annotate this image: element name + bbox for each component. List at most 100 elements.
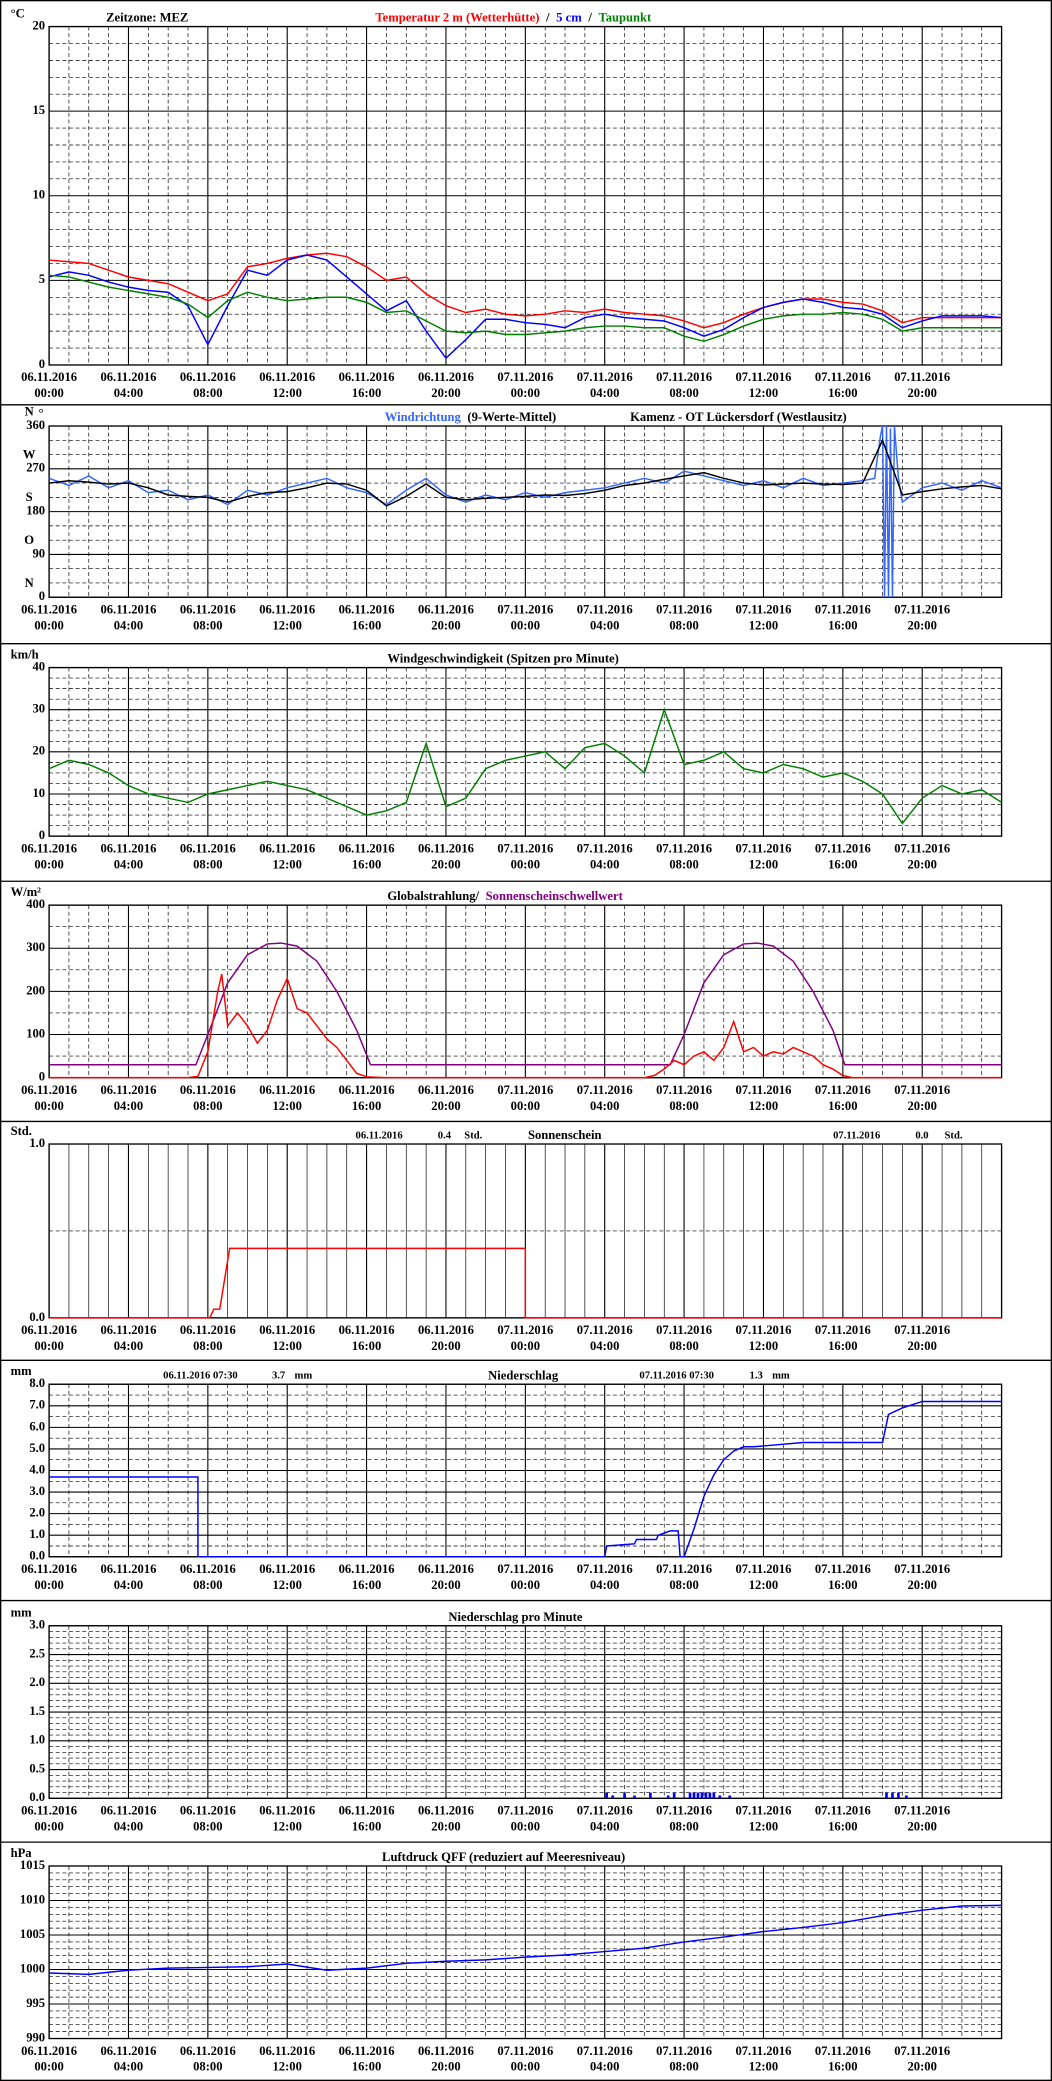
y-tick-label: 8.0: [29, 1376, 45, 1390]
compass-label: N: [25, 576, 34, 590]
x-tick-label: 06.11.2016 20:00: [418, 2044, 474, 2074]
x-tick-label: 07.11.2016 12:00: [735, 2044, 791, 2074]
x-tick-label: 06.11.2016 12:00: [259, 370, 315, 400]
x-tick-label: 07.11.2016 04:00: [577, 1083, 633, 1113]
title-part: Windgeschwindigkeit (Spitzen pro Minute): [387, 651, 618, 665]
y-tick-label: 2.0: [29, 1506, 45, 1520]
x-tick-label: 07.11.2016 04:00: [577, 1803, 633, 1833]
bar: [704, 1792, 708, 1799]
y-tick-label: 990: [26, 2030, 45, 2044]
compass-label: W: [23, 447, 36, 461]
x-tick-label: 07.11.2016 08:00: [656, 1562, 712, 1592]
y-tick-label: 1015: [20, 1858, 45, 1872]
x-tick-label: 06.11.2016 16:00: [339, 1803, 395, 1833]
x-tick-label: 06.11.2016 16:00: [339, 841, 395, 871]
x-tick-label: 06.11.2016 00:00: [21, 1803, 77, 1833]
y-tick-label: 5: [39, 272, 45, 286]
chart-title: Niederschlag pro Minute: [448, 1610, 582, 1624]
x-tick-label: 06.11.2016 20:00: [418, 1562, 474, 1592]
data-line: [49, 252, 1002, 329]
x-tick-label: 07.11.2016 16:00: [815, 602, 871, 632]
plot-frame: [48, 1625, 1003, 1799]
y-tick-label: 3.0: [29, 1618, 45, 1632]
data-line: [49, 1904, 1002, 1976]
bar: [700, 1792, 704, 1799]
data-line: [48, 707, 1002, 825]
x-tick-label: 06.11.2016 16:00: [339, 1323, 395, 1353]
y-tick-label: 3.0: [29, 1484, 45, 1498]
unit-label: mm: [11, 1364, 32, 1378]
x-tick-label: 07.11.2016 00:00: [497, 2044, 553, 2074]
annotation: 0.4: [438, 1130, 452, 1141]
chart-title: Niederschlag: [488, 1368, 559, 1382]
x-tick-label: 07.11.2016 08:00: [656, 841, 712, 871]
bar: [728, 1795, 732, 1799]
y-tick-label: 360: [26, 418, 45, 432]
chart-title: Luftdruck QFF (reduziert auf Meeresnivea…: [382, 1850, 625, 1864]
x-tick-label: 06.11.2016 08:00: [180, 370, 236, 400]
bar: [905, 1795, 908, 1799]
x-tick-label: 07.11.2016 20:00: [894, 841, 950, 871]
title-part: /: [545, 10, 550, 24]
x-tick-label: 07.11.2016 04:00: [577, 2044, 633, 2074]
title-part: /: [587, 10, 592, 24]
bar: [633, 1795, 636, 1799]
y-tick-label: 0.0: [29, 1549, 45, 1563]
y-tick-label: 0: [39, 589, 45, 603]
x-tick-label: 07.11.2016 20:00: [894, 2044, 950, 2074]
y-tick-label: 1010: [20, 1892, 45, 1906]
x-tick-label: 07.11.2016 00:00: [497, 1083, 553, 1113]
x-tick-label: 06.11.2016 20:00: [418, 841, 474, 871]
x-tick-label: 07.11.2016 08:00: [656, 1803, 712, 1833]
x-tick-label: 07.11.2016 04:00: [577, 1323, 633, 1353]
y-tick-label: 0.0: [29, 1790, 45, 1804]
y-tick-label: 1.0: [29, 1136, 45, 1150]
data-line: [49, 973, 1002, 1079]
x-tick-label: 07.11.2016 16:00: [815, 1323, 871, 1353]
x-tick-label: 06.11.2016 08:00: [180, 1323, 236, 1353]
y-tick-label: 0: [39, 1070, 45, 1084]
x-tick-label: 07.11.2016 00:00: [497, 370, 553, 400]
chart-title: Temperatur 2 m (Wetterhütte) / 5 cm / Taupun…: [375, 10, 652, 24]
x-tick-label: 06.11.2016 08:00: [180, 2044, 236, 2074]
title-part: Niederschlag pro Minute: [448, 1610, 582, 1624]
x-tick-label: 07.11.2016 16:00: [815, 1562, 871, 1592]
x-tick-label: 07.11.2016 12:00: [735, 370, 791, 400]
chart-panel: 0 10 20 30 40 06.11.2016 00:00 06.11.2016 04:00 0…: [11, 648, 1003, 871]
compass-label: S: [26, 490, 33, 504]
x-tick-label: 07.11.2016 16:00: [815, 841, 871, 871]
chart-panel: 0.0 0.5 1.0 1.5 2.0 2.5 3.0 06.11.2016 00:00 06.1…: [11, 1606, 1003, 1833]
x-tick-label: 06.11.2016 08:00: [180, 1083, 236, 1113]
title-part: Niederschlag: [488, 1368, 559, 1382]
x-tick-label: 07.11.2016 20:00: [894, 370, 950, 400]
annotation: 06.11.2016 07:30: [163, 1371, 238, 1382]
x-tick-label: 06.11.2016 00:00: [21, 1323, 77, 1353]
x-tick-label: 07.11.2016 20:00: [894, 1803, 950, 1833]
x-tick-label: 07.11.2016 00:00: [497, 602, 553, 632]
bar: [891, 1792, 894, 1799]
y-tick-label: 180: [26, 504, 45, 518]
y-tick-label: 270: [26, 461, 45, 475]
data-line: [49, 1247, 1002, 1319]
y-tick-label: 30: [33, 702, 46, 716]
chart-panel: 0.0 1.0 2.0 3.0 4.0 5.0 6.0 7.0 8.0 06.11.2016 00:…: [11, 1364, 1003, 1592]
y-tick-label: 300: [26, 940, 45, 954]
data-line: [49, 274, 1002, 343]
y-tick-label: 10: [33, 188, 46, 202]
annotation: 3.7: [272, 1371, 286, 1382]
annotation: Kamenz - OT Lückersdorf (Westlausitz): [630, 410, 847, 424]
x-tick-label: 07.11.2016 12:00: [735, 602, 791, 632]
y-tick-label: 90: [33, 546, 46, 560]
x-tick-label: 07.11.2016 16:00: [815, 2044, 871, 2074]
y-tick-label: 1000: [20, 1961, 45, 1975]
x-tick-label: 06.11.2016 20:00: [418, 1803, 474, 1833]
bar: [672, 1792, 676, 1799]
chart-panel: 990 995 1000 1005 1010 1015 06.11.2016 00:00 06.…: [11, 1846, 1003, 2074]
y-tick-label: 0: [39, 828, 45, 842]
x-tick-label: 07.11.2016 16:00: [815, 370, 871, 400]
y-tick-label: 2.5: [29, 1646, 45, 1660]
y-tick-label: 0.5: [29, 1761, 45, 1775]
chart-title: Sonnenschein: [528, 1128, 601, 1142]
bar: [623, 1792, 626, 1799]
x-tick-label: 06.11.2016 20:00: [418, 370, 474, 400]
